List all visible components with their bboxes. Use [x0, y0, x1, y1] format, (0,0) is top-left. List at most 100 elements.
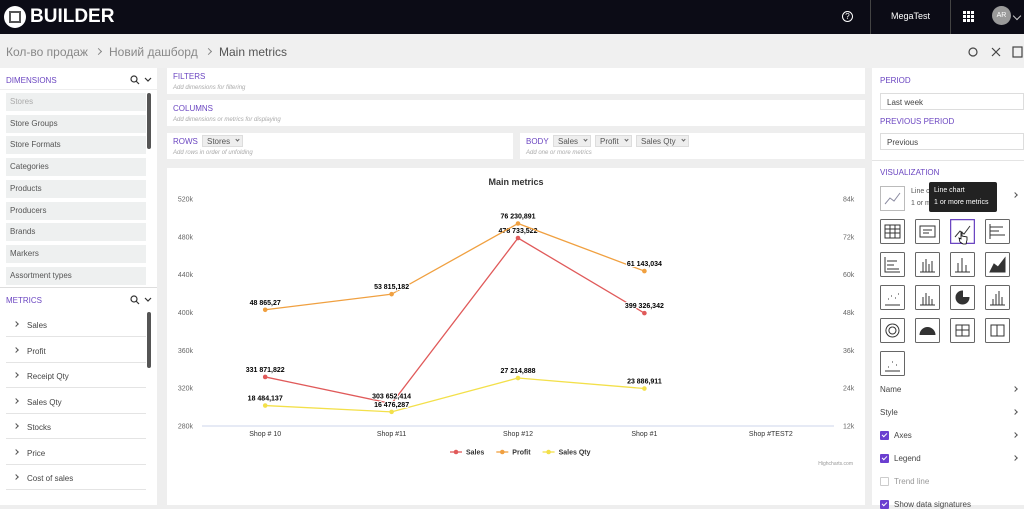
chart-type-button[interactable]: [880, 285, 905, 310]
zone-title: BODY: [526, 137, 549, 146]
breadcrumb[interactable]: Main metrics: [219, 45, 288, 59]
chip[interactable]: Sales: [553, 135, 592, 147]
metric-item[interactable]: Price: [6, 440, 146, 465]
expand-arrow: [13, 448, 19, 455]
data-label: 27 214,888: [500, 368, 535, 375]
checkbox[interactable]: [880, 477, 889, 486]
chart-type-button[interactable]: [915, 318, 940, 343]
button-frame: [985, 252, 1010, 277]
chart-type-button[interactable]: [950, 252, 975, 277]
expand-arrow: [13, 474, 19, 480]
data-point: [642, 386, 647, 391]
data-point: [262, 307, 268, 313]
body-zone: BODY Sales Profit Sales Qty Add one or more …: [520, 133, 865, 159]
dimension-item[interactable]: Brands: [6, 223, 146, 242]
chip[interactable]: Sales Qty: [636, 135, 689, 147]
data-point: [515, 221, 521, 226]
x-tick-label: Shop #11: [377, 431, 407, 438]
button-frame: [915, 285, 940, 310]
data-point: [515, 235, 521, 241]
option-label[interactable]: Legend: [894, 454, 921, 463]
chart-type-button[interactable]: [915, 285, 940, 310]
search-sort-icons: [130, 295, 152, 305]
y2-tick-label: 48k: [843, 310, 855, 317]
period-select[interactable]: Last week: [880, 93, 1024, 110]
button-glyph: [919, 327, 936, 336]
y-tick-label: 400k: [178, 310, 194, 317]
divider: [0, 287, 157, 288]
mouse-cursor: [958, 231, 968, 245]
scrollbar: [147, 93, 151, 149]
button-frame: [880, 285, 905, 310]
metric-item[interactable]: Sales: [6, 312, 146, 337]
breadcrumb[interactable]: Новий дашборд: [109, 45, 198, 59]
dimension-item[interactable]: Assortment types: [6, 266, 146, 285]
x-tick-label: Shop # 10: [249, 431, 281, 438]
chart-type-button[interactable]: [880, 252, 905, 277]
apps-icon: [963, 11, 974, 22]
chip[interactable]: Stores: [202, 135, 244, 147]
save-icon: [1012, 46, 1023, 58]
close-icon: [991, 47, 1001, 57]
dimension-item[interactable]: Markers: [6, 244, 146, 263]
button-glyph: [955, 258, 970, 273]
chart-type-button[interactable]: [915, 252, 940, 277]
chip[interactable]: Profit: [595, 135, 632, 147]
icon-frame: [880, 186, 905, 211]
chart-type-button[interactable]: [985, 252, 1010, 277]
chart-type-button[interactable]: [985, 285, 1010, 310]
metric-item[interactable]: Stocks: [6, 414, 146, 439]
chart-type-button[interactable]: [880, 351, 905, 376]
expand-arrow: [13, 346, 19, 353]
dimension-label: Categories: [10, 162, 49, 172]
button-frame: [880, 219, 905, 244]
dimension-label: Markers: [10, 248, 39, 258]
dimension-item[interactable]: Producers: [6, 201, 146, 220]
x-tick-label: Shop #TEST2: [749, 431, 793, 438]
chart-type-button[interactable]: [985, 219, 1010, 244]
section-title: PERIOD: [880, 76, 911, 85]
legend-dot: [453, 449, 459, 455]
metric-item[interactable]: Receipt Qty: [6, 363, 146, 388]
y2-tick-label: 84k: [843, 197, 855, 204]
chart-type-button[interactable]: [880, 318, 905, 343]
chart-type-button[interactable]: [950, 285, 975, 310]
checkbox[interactable]: [880, 431, 889, 440]
series-line: [265, 237, 645, 405]
data-point: [642, 310, 647, 316]
dimension-item[interactable]: Products: [6, 179, 146, 198]
option-label[interactable]: Name: [880, 385, 902, 394]
metric-item[interactable]: Sales Qty: [6, 389, 146, 414]
search-icon: [130, 75, 138, 83]
breadcrumb-bar: [0, 34, 1024, 68]
section-title: VISUALIZATION: [880, 168, 940, 177]
button-frame: [880, 351, 905, 376]
data-label: 16 476,287: [374, 402, 409, 409]
dimension-item[interactable]: Stores: [6, 93, 146, 111]
data-point: [515, 375, 521, 381]
option-label[interactable]: Axes: [894, 431, 912, 440]
chart-type-button[interactable]: [985, 318, 1010, 343]
metric-item[interactable]: Profit: [6, 338, 146, 363]
chip-caret: [624, 137, 629, 142]
previous-select[interactable]: Previous: [880, 133, 1024, 150]
metric-item[interactable]: Cost of sales: [6, 465, 146, 490]
dimension-item[interactable]: Categories: [6, 158, 146, 177]
chart-type-button[interactable]: [950, 318, 975, 343]
avatar[interactable]: AR: [992, 6, 1011, 25]
help-button[interactable]: ?: [842, 11, 853, 22]
dimension-item[interactable]: Store Groups: [6, 114, 146, 133]
user-name[interactable]: MegaTest: [890, 11, 931, 21]
chart-type-button[interactable]: [915, 219, 940, 244]
dimension-item[interactable]: Store Formats: [6, 136, 146, 155]
button-glyph: [885, 293, 900, 306]
apps-dot: [971, 19, 974, 22]
chart-type-button[interactable]: [880, 219, 905, 244]
option-label[interactable]: Trend line: [894, 477, 930, 486]
option-label[interactable]: Style: [880, 408, 898, 417]
logo-circle: [4, 6, 26, 28]
apps-dot: [963, 11, 966, 14]
legend-dot: [499, 449, 505, 455]
checkbox[interactable]: [880, 454, 889, 463]
breadcrumb[interactable]: Кол-во продаж: [6, 45, 88, 59]
